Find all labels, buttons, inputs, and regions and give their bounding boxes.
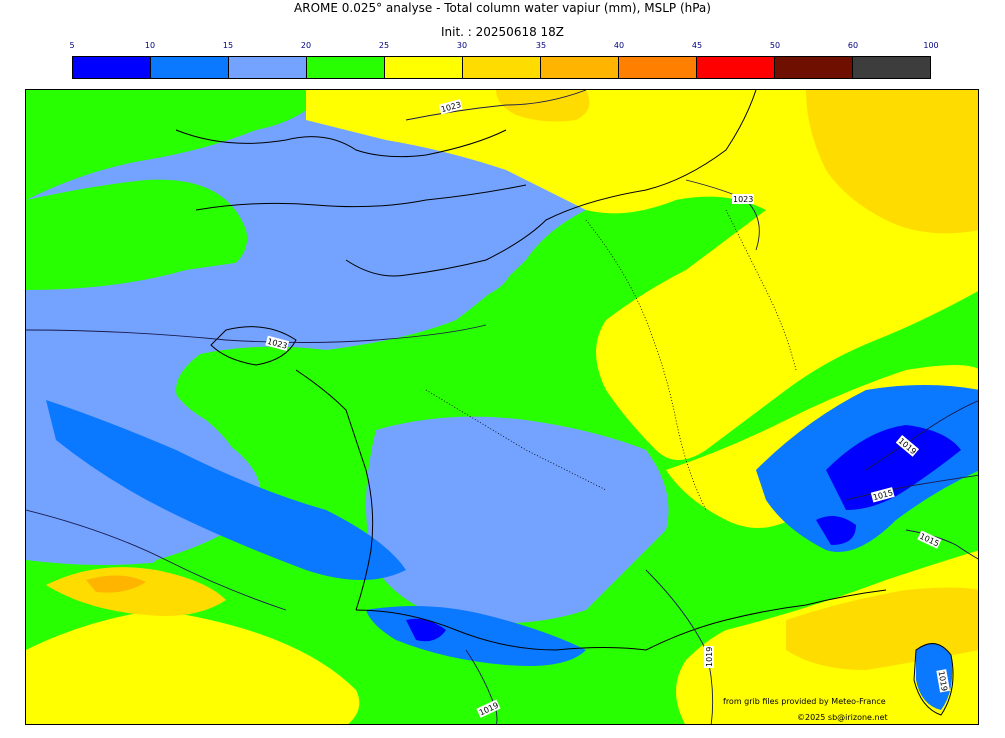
- regional-borders: [425, 209, 797, 511]
- colorbar-ticks: 5 10 15 20 25 30 35 40 45 50 60 100: [0, 41, 1005, 53]
- colorbar-segment: [853, 57, 930, 78]
- colorbar-tick: 60: [847, 41, 859, 50]
- tcwv-corsica-blue: [916, 643, 953, 710]
- colorbar-segment: [73, 57, 151, 78]
- colorbar-segment: [307, 57, 385, 78]
- colorbar-tick: 25: [378, 41, 390, 50]
- colorbar-legend: [72, 56, 931, 79]
- isobar-label: 1023: [733, 195, 753, 204]
- colorbar-segment: [151, 57, 229, 78]
- colorbar-segment: [775, 57, 853, 78]
- tcwv-north-yellow: [306, 90, 978, 460]
- tcwv-biscay-yellow: [26, 610, 360, 724]
- colorbar-segment: [697, 57, 775, 78]
- tcwv-pyrenees-core: [406, 618, 446, 642]
- tcwv-channel-gold: [496, 90, 590, 122]
- colorbar-tick: 100: [923, 41, 939, 50]
- colorbar-tick: 10: [144, 41, 156, 50]
- colorbar-segment: [619, 57, 697, 78]
- tcwv-atlantic-blue: [46, 400, 406, 580]
- colorbar-segment: [463, 57, 541, 78]
- water-vapour-map: 1023 1023 1023 1019 1015 1015 1019 1019 …: [26, 90, 978, 724]
- colorbar-tick: 40: [613, 41, 625, 50]
- colorbar-tick: 5: [69, 41, 75, 50]
- colorbar-segment: [541, 57, 619, 78]
- tcwv-biscay-orange: [86, 575, 146, 593]
- colorbar-tick: 50: [769, 41, 781, 50]
- colorbar-tick: 35: [535, 41, 547, 50]
- tcwv-northeast-gold: [806, 90, 978, 234]
- colorbar-tick: 20: [300, 41, 312, 50]
- tcwv-alps-south-core: [816, 516, 856, 545]
- coastlines: [175, 90, 954, 716]
- colorbar-tick: 15: [222, 41, 234, 50]
- tcwv-alps-core: [826, 425, 961, 510]
- copyright-credit: ©2025 sb@irizone.net: [797, 713, 888, 722]
- colorbar-tick: 45: [691, 41, 703, 50]
- isobar-label: 1019: [936, 670, 948, 692]
- colorbar-tick: 30: [456, 41, 468, 50]
- data-source-credit: from grib files provided by Meteo-France: [723, 697, 886, 706]
- map-panel: 1023 1023 1023 1019 1015 1015 1019 1019 …: [25, 89, 979, 725]
- colorbar-segment: [385, 57, 463, 78]
- isobar-label: 1019: [705, 647, 714, 667]
- tcwv-central-blue: [366, 416, 669, 624]
- map-title: AROME 0.025° analyse - Total column wate…: [294, 1, 711, 15]
- colorbar-segment: [229, 57, 307, 78]
- init-time: Init. : 20250618 18Z: [440, 25, 565, 39]
